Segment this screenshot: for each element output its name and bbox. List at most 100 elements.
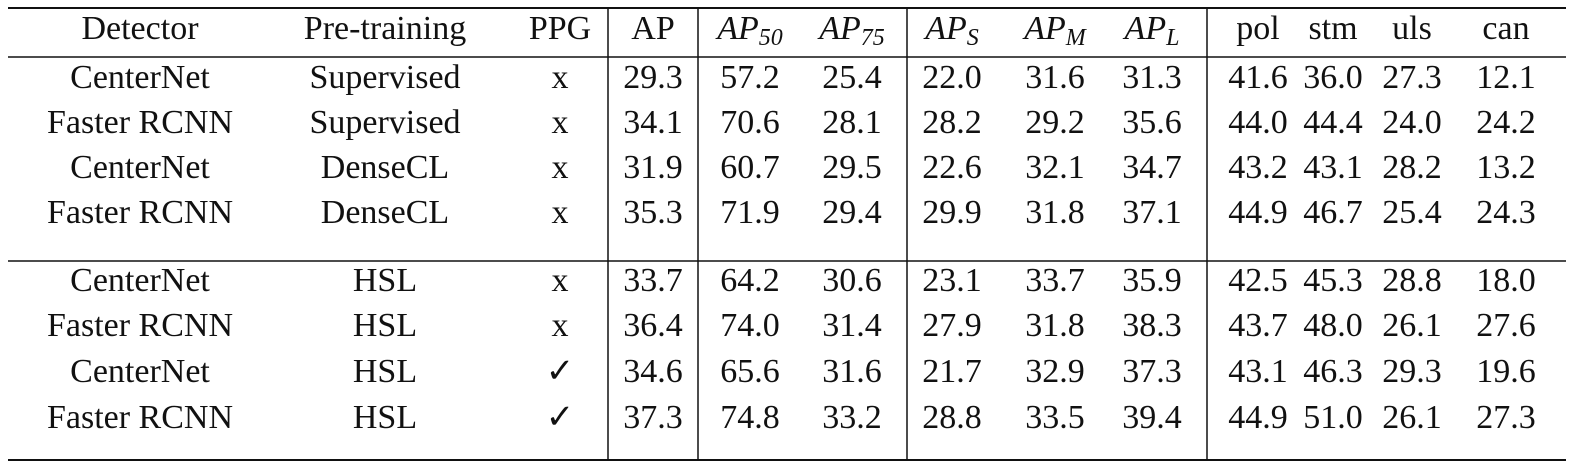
table-cell: 26.1 <box>1382 399 1442 436</box>
table-cell: 33.7 <box>1025 262 1085 299</box>
table-cell: 29.3 <box>623 59 683 96</box>
table-cell: 37.1 <box>1122 194 1182 231</box>
header-cell: AP <box>631 10 674 47</box>
table-cell: 37.3 <box>1122 353 1182 390</box>
table-cell: 29.9 <box>922 194 982 231</box>
header-cell: APS <box>923 10 979 51</box>
table-cell: HSL <box>353 262 417 299</box>
table-cell: Supervised <box>309 104 460 141</box>
table-cell: 34.7 <box>1122 149 1182 186</box>
table-cell: HSL <box>353 353 417 390</box>
table-cell: 31.3 <box>1122 59 1182 96</box>
table-cell: 27.3 <box>1476 399 1536 436</box>
table-cell: 51.0 <box>1303 399 1363 436</box>
table-cell: 35.6 <box>1122 104 1182 141</box>
table-cell: 43.2 <box>1228 149 1288 186</box>
table-cell: 44.0 <box>1228 104 1288 141</box>
table-cell: 29.5 <box>822 149 882 186</box>
header-subscript: L <box>1165 25 1179 51</box>
table-cell: x <box>552 104 569 141</box>
header-cell: Pre-training <box>304 10 466 47</box>
table-cell: 27.9 <box>922 307 982 344</box>
table-cell: 46.3 <box>1303 353 1363 390</box>
table-cell: 26.1 <box>1382 307 1442 344</box>
table-cell: CenterNet <box>70 149 210 186</box>
table-cell: ✓ <box>546 399 575 436</box>
table-cell: HSL <box>353 307 417 344</box>
header-text: AP <box>715 10 759 47</box>
header-cell: APL <box>1123 10 1180 51</box>
header-cell: AP50 <box>715 10 783 51</box>
table-cell: 48.0 <box>1303 307 1363 344</box>
header-cell: pol <box>1236 10 1279 47</box>
table-cell: 22.6 <box>922 149 982 186</box>
table-cell: 41.6 <box>1228 59 1288 96</box>
table-cell: 31.6 <box>1025 59 1085 96</box>
header-subscript: M <box>1065 25 1088 51</box>
table-cell: 21.7 <box>922 353 982 390</box>
table-cell: 33.5 <box>1025 399 1085 436</box>
table-cell: 71.9 <box>720 194 780 231</box>
header-cell: stm <box>1308 10 1357 47</box>
table-cell: 22.0 <box>922 59 982 96</box>
table-cell: Faster RCNN <box>47 307 233 344</box>
table-cell: 33.2 <box>822 399 882 436</box>
table-cell: x <box>552 59 569 96</box>
table-cell: 43.1 <box>1228 353 1288 390</box>
table-cell: 19.6 <box>1476 353 1536 390</box>
table-cell: 24.0 <box>1382 104 1442 141</box>
table-cell: CenterNet <box>70 262 210 299</box>
header-text: AP <box>1022 10 1066 47</box>
table-cell: CenterNet <box>70 59 210 96</box>
table-cell: ✓ <box>546 353 575 390</box>
table-cell: Faster RCNN <box>47 194 233 231</box>
table-cell: 36.0 <box>1303 59 1363 96</box>
table-cell: Faster RCNN <box>47 104 233 141</box>
table-cell: 29.4 <box>822 194 882 231</box>
table-cell: 24.2 <box>1476 104 1536 141</box>
table-cell: HSL <box>353 399 417 436</box>
table-cell: x <box>552 262 569 299</box>
table-cell: Faster RCNN <box>47 399 233 436</box>
table-cell: Supervised <box>309 59 460 96</box>
header-cell: can <box>1482 10 1529 47</box>
table-cell: 31.6 <box>822 353 882 390</box>
header-cell: PPG <box>529 10 591 47</box>
table-cell: 31.9 <box>623 149 683 186</box>
header-cell: APM <box>1022 10 1088 51</box>
table-cell: 65.6 <box>720 353 780 390</box>
table-cell: 74.0 <box>720 307 780 344</box>
table-cell: DenseCL <box>321 149 449 186</box>
table-cell: 28.8 <box>1382 262 1442 299</box>
table-cell: 33.7 <box>623 262 683 299</box>
table-cell: 24.3 <box>1476 194 1536 231</box>
table-cell: 25.4 <box>822 59 882 96</box>
table-cell: 30.6 <box>822 262 882 299</box>
table-cell: 43.7 <box>1228 307 1288 344</box>
table-cell: 34.6 <box>623 353 683 390</box>
table-cell: 42.5 <box>1228 262 1288 299</box>
header-subscript: S <box>967 25 979 51</box>
table-cell: 44.4 <box>1303 104 1363 141</box>
table-cell: 31.8 <box>1025 194 1085 231</box>
table-cell: 31.4 <box>822 307 882 344</box>
table-cell: 32.9 <box>1025 353 1085 390</box>
table-cell: 36.4 <box>623 307 683 344</box>
table-cell: 35.9 <box>1122 262 1182 299</box>
table-cell: 37.3 <box>623 399 683 436</box>
table-cell: x <box>552 307 569 344</box>
table-cell: 44.9 <box>1228 194 1288 231</box>
header-cell: uls <box>1392 10 1432 47</box>
table-cell: 43.1 <box>1303 149 1363 186</box>
table-cell: 18.0 <box>1476 262 1536 299</box>
table-cell: 27.3 <box>1382 59 1442 96</box>
table-cell: 60.7 <box>720 149 780 186</box>
table-cell: 31.8 <box>1025 307 1085 344</box>
header-text: AP <box>1123 10 1167 47</box>
header-subscript: 50 <box>759 25 783 51</box>
table-cell: 13.2 <box>1476 149 1536 186</box>
header-text: AP <box>923 10 967 47</box>
table-cell: 29.3 <box>1382 353 1442 390</box>
table-cell: 39.4 <box>1122 399 1182 436</box>
